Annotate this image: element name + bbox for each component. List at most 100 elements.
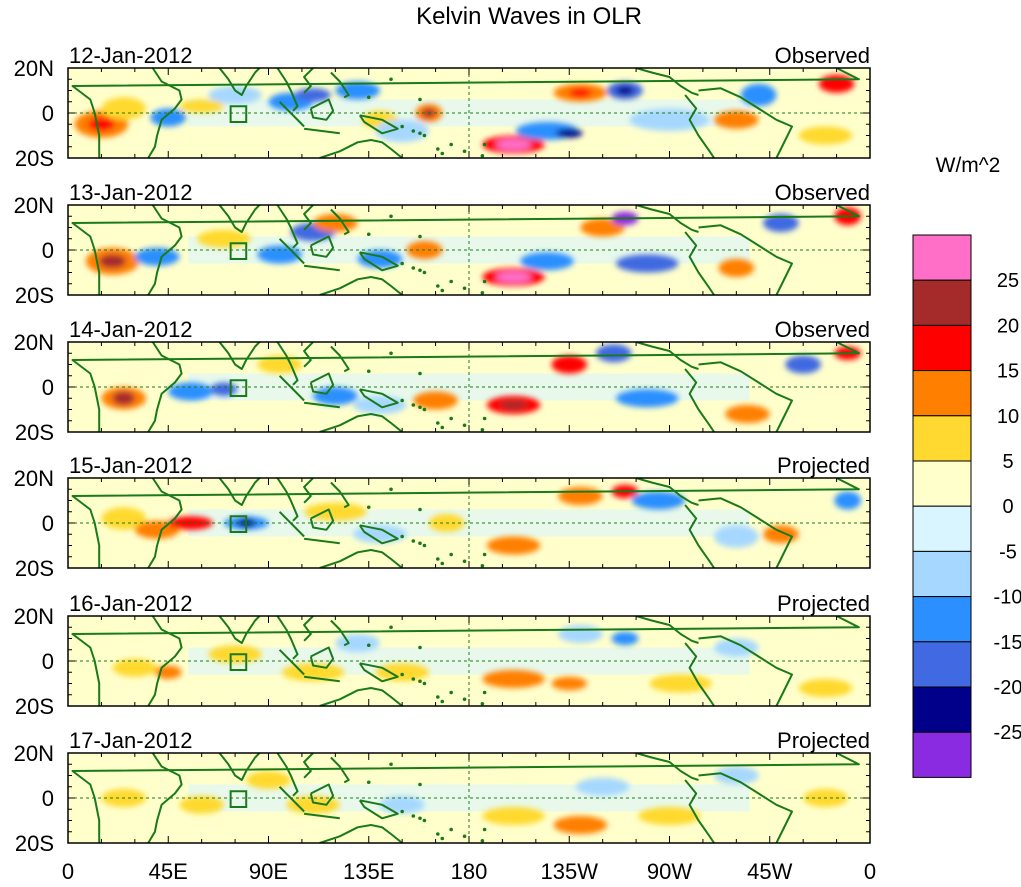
coastline bbox=[309, 783, 335, 806]
island bbox=[400, 534, 404, 539]
island bbox=[411, 403, 416, 407]
island bbox=[436, 832, 440, 836]
x-tick-label: 90W bbox=[647, 859, 692, 884]
coastline bbox=[358, 524, 399, 545]
island bbox=[462, 423, 467, 428]
coastline bbox=[147, 68, 183, 158]
island bbox=[422, 133, 427, 138]
colorbar-tick-label: -20 bbox=[994, 677, 1021, 699]
coastline bbox=[303, 675, 340, 683]
anomaly-blob bbox=[725, 405, 770, 423]
island bbox=[482, 279, 487, 284]
anomaly-blob bbox=[818, 74, 855, 93]
island bbox=[418, 371, 422, 376]
island bbox=[400, 261, 404, 266]
coastline bbox=[303, 537, 340, 545]
island bbox=[422, 818, 427, 823]
colorbar-swatch bbox=[912, 686, 972, 733]
coastline bbox=[303, 127, 340, 135]
coastline bbox=[278, 786, 305, 813]
coastline bbox=[309, 372, 335, 395]
panel-status-label: Projected bbox=[777, 453, 870, 478]
anomaly-blob bbox=[413, 391, 458, 410]
anomaly-blob bbox=[179, 99, 224, 113]
island bbox=[418, 405, 422, 410]
anomaly-blob bbox=[257, 355, 302, 374]
coastline bbox=[218, 205, 261, 233]
x-tick-label: 0 bbox=[864, 859, 876, 884]
y-tick-label: 20S bbox=[15, 556, 54, 581]
x-tick-label: 90E bbox=[249, 859, 288, 884]
coastline bbox=[276, 616, 299, 660]
panel-5: 20N 0 20S 16-Jan-2012 Projected bbox=[14, 591, 871, 719]
island bbox=[418, 234, 422, 239]
anomaly-blob bbox=[616, 86, 634, 95]
anomaly-blob bbox=[313, 214, 358, 232]
island bbox=[436, 695, 440, 699]
coastlines bbox=[71, 753, 860, 843]
anomaly-blob bbox=[486, 536, 541, 555]
island bbox=[449, 552, 453, 557]
island bbox=[418, 816, 422, 821]
y-tick-label: 0 bbox=[42, 375, 54, 400]
coastline bbox=[358, 799, 399, 820]
anomaly-blob bbox=[210, 382, 238, 396]
island bbox=[480, 838, 485, 843]
colorbar-tick-label: -15 bbox=[994, 632, 1021, 654]
colorbar-swatch bbox=[912, 505, 972, 552]
coastline bbox=[330, 619, 350, 647]
anomaly-blob bbox=[88, 117, 115, 131]
anomaly-blob bbox=[375, 119, 429, 143]
island bbox=[366, 643, 371, 648]
coastline bbox=[303, 812, 340, 820]
coastline bbox=[303, 478, 314, 504]
coastline bbox=[71, 753, 860, 843]
panels-group: 20N 0 20S 12-Jan-2012 Observed 20N 0 20S 13-Jan-… bbox=[14, 43, 871, 856]
island bbox=[389, 214, 393, 219]
island bbox=[389, 351, 393, 356]
anomaly-blob bbox=[313, 387, 358, 405]
island bbox=[418, 131, 422, 136]
coastline bbox=[319, 549, 403, 568]
y-tick-label: 20N bbox=[14, 193, 54, 218]
y-tick-label: 20N bbox=[14, 604, 54, 629]
island bbox=[389, 625, 393, 630]
anomaly-blob bbox=[553, 816, 608, 834]
island bbox=[449, 690, 453, 695]
island bbox=[449, 416, 453, 421]
colorbar: W/m^2 25 20 15 10 5 0 -5 -10 -15 -20 -25 bbox=[912, 154, 1021, 778]
colorbar-swatch bbox=[912, 641, 972, 688]
island bbox=[411, 539, 416, 543]
coastline bbox=[71, 342, 860, 432]
island bbox=[482, 827, 487, 832]
coastline bbox=[684, 779, 715, 843]
coastline bbox=[278, 375, 305, 402]
coastline bbox=[330, 208, 350, 236]
anomaly-blob bbox=[179, 795, 224, 814]
reference-box bbox=[229, 653, 248, 671]
anomaly-blob bbox=[500, 400, 527, 410]
panel-4: 20N 0 20S 15-Jan-2012 Projected bbox=[14, 453, 871, 581]
island bbox=[436, 421, 440, 425]
coastline bbox=[698, 635, 793, 706]
panel-date-label: 16-Jan-2012 bbox=[69, 591, 193, 616]
coastline bbox=[218, 753, 261, 781]
island bbox=[411, 677, 416, 681]
reference-box bbox=[229, 242, 248, 260]
chart-title: Kelvin Waves in OLR bbox=[416, 3, 642, 30]
anomaly-blob bbox=[101, 97, 146, 120]
colorbar-swatch bbox=[912, 596, 972, 643]
island bbox=[482, 690, 487, 695]
colorbar-tick-label: -10 bbox=[994, 587, 1021, 609]
anomaly-blob bbox=[629, 108, 710, 131]
coastline bbox=[309, 98, 335, 121]
coastline bbox=[684, 231, 715, 295]
x-tick-label: 0 bbox=[62, 859, 74, 884]
y-tick-label: 20S bbox=[15, 420, 54, 445]
island bbox=[440, 425, 445, 430]
island bbox=[462, 834, 467, 839]
reference-box bbox=[229, 515, 248, 533]
coastline bbox=[698, 87, 793, 158]
anomaly-blob bbox=[246, 771, 291, 789]
coastlines bbox=[71, 68, 860, 158]
